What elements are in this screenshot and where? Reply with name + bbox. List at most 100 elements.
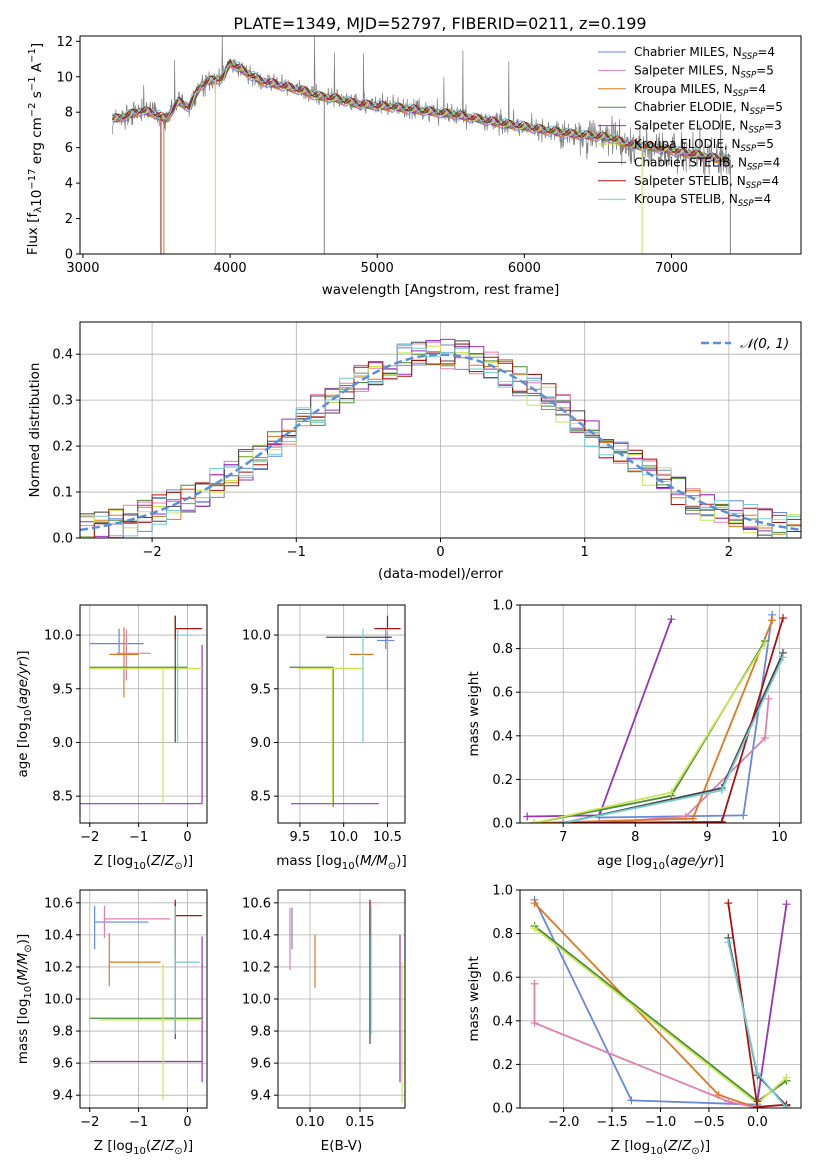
residuals-x-label: (data-model)/error [378,566,504,582]
figure-title: PLATE=1349, MJD=52797, FIBERID=0211, z=0… [233,14,646,33]
mass-weight-marker [768,616,777,625]
y-tick-label: 10 [56,70,73,85]
y-tick-label: 12 [56,35,73,50]
mass-weight-marker [530,899,539,908]
y-tick-label: 10.6 [242,896,271,911]
mass-weight-marker [530,979,539,988]
plot-area [523,610,787,823]
mass-weight-age-x-label: age [log10(age/yr)] [597,853,724,872]
grid [80,605,207,823]
x-tick-label: 1 [581,545,589,560]
y-tick-label: 9.8 [250,1025,271,1040]
x-tick-label: 10.0 [329,830,358,845]
mass-weight-marker [724,899,733,908]
mass-weight-marker [760,733,769,742]
mass-weight-marker [717,817,726,823]
y-tick-label: 0.0 [52,532,73,547]
y-tick-label: 0.4 [492,1014,513,1029]
y-tick-label: 0.1 [52,486,73,501]
mass-weight-marker [559,819,568,823]
y-tick-label: 0.3 [52,394,73,409]
legend-label: Salpeter MILES, NSSP=5 [634,63,774,80]
y-tick-label: 0.2 [492,773,513,788]
y-tick-label: 10.0 [44,629,73,644]
y-tick-label: 9.8 [52,1025,73,1040]
residuals-axes: −2 −1 0 1 2 0.0 0.1 0.2 0.3 0.4 (data-model)/error… [27,321,802,582]
mass-weight-marker [782,1073,791,1082]
x-tick-label: 0.15 [346,1115,375,1130]
x-tick-label: −0.5 [693,1115,725,1130]
residual-histogram [80,344,801,538]
y-tick-label: 9.4 [250,1089,271,1104]
x-tick-label: 0 [183,830,191,845]
age-vs-z-axes: −2 −1 0 8.5 9.0 9.5 10.0 Z [log10(Z/Z⊙)] age [lo… [15,604,208,872]
mass-weight-marker [523,812,532,821]
mass-vs-z-axes: −2 −1 0 9.4 9.6 9.8 10.0 10.2 10.4 10.6 Z [log10(Z… [15,889,208,1157]
x-tick-label: 0.10 [296,1115,325,1130]
y-tick-label: 0.6 [492,971,513,986]
legend-label: Salpeter ELODIE, NSSP=3 [634,119,782,136]
x-tick-label: −1 [129,830,148,845]
ticks: −2 −1 0 1 2 0.0 0.1 0.2 0.3 0.4 [52,348,733,560]
y-tick-label: 4 [65,177,73,192]
y-tick-label: 0.4 [52,348,73,363]
ticks: −2 −1 0 9.4 9.6 9.8 10.0 10.2 10.4 10.6 [44,896,192,1130]
y-tick-label: 8.5 [250,790,271,805]
ticks: 0.10 0.15 9.4 9.6 9.8 10.0 10.2 10.4 10.6 [242,896,374,1130]
plot-area [80,338,801,538]
plot-area [289,899,403,1104]
x-tick-label: −1.5 [596,1115,628,1130]
y-tick-label: 8.5 [52,790,73,805]
y-tick-label: 9.0 [250,736,271,751]
mass-weight-marker [530,924,539,933]
legend-label: Chabrier MILES, NSSP=4 [634,45,775,62]
y-tick-label: 0.8 [492,927,513,942]
residuals-y-label: Normed distribution [27,363,43,498]
mass-weight-marker [667,788,676,797]
y-tick-label: 10.4 [44,928,73,943]
age-vs-z-x-label: Z [log10(Z/Z⊙)] [94,853,193,872]
plot-area [89,899,203,1100]
plot-area [111,36,731,254]
x-tick-label: 0.0 [747,1115,768,1130]
plot-area [289,615,401,807]
spectrum-x-label: wavelength [Angstrom, rest frame] [322,282,560,298]
legend-label: Chabrier ELODIE, NSSP=5 [634,100,783,117]
mass-weight-marker [627,1096,636,1105]
mass-weight-marker [724,938,733,947]
mass-vs-ebv-x-label: E(B-V) [321,1138,363,1154]
y-tick-label: 10.0 [44,993,73,1008]
y-tick-label: 10.6 [44,896,73,911]
mass-weight-marker [717,786,726,795]
x-tick-label: 4000 [214,261,247,276]
x-tick-label: −2 [143,545,162,560]
spectrum-y-label: Flux [fλ10−17 erg cm−2 s−1 A−1] [25,43,45,255]
y-tick-label: 0.4 [492,729,513,744]
legend-label: 𝒩(0, 1) [740,336,789,352]
y-tick-label: 9.6 [52,1057,73,1072]
mass-weight-marker [739,811,748,820]
grid [278,890,405,1108]
x-tick-label: 7 [559,830,567,845]
mass-weight-marker [667,615,676,624]
x-tick-label: 0 [183,1115,191,1130]
mass-weight-age-axes: 7 8 9 10 0.0 0.2 0.4 0.6 0.8 1.0 age [log10(age/yr… [466,599,802,872]
x-tick-label: 0 [436,545,444,560]
axes-frame [519,604,802,824]
y-tick-label: 10.0 [242,993,271,1008]
y-tick-label: 6 [65,141,73,156]
y-tick-label: 2 [65,212,73,227]
y-tick-label: 0 [65,248,73,263]
mass-weight-z-axes: −2.0 −1.5 −1.0 −0.5 0.0 0.0 0.2 0.4 0.6 0.8 1.0 Z [… [466,884,802,1157]
y-tick-label: 10.4 [242,928,271,943]
legend-label: Salpeter STELIB, NSSP=4 [634,174,779,191]
mass-weight-marker [530,819,539,823]
x-tick-label: 7000 [655,261,688,276]
grid [80,890,207,1108]
mass-weight-age-y-label: mass weight [466,671,482,756]
y-tick-label: 1.0 [492,884,513,899]
mass-weight-marker [778,653,787,662]
